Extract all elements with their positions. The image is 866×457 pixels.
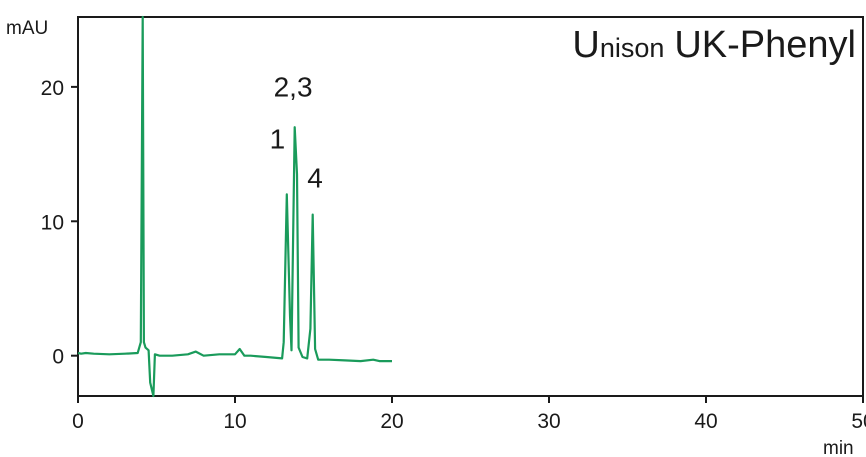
x-axis-unit-label: min xyxy=(823,438,854,457)
y-axis-unit-label: mAU xyxy=(6,18,48,39)
x-tick-label: 40 xyxy=(694,410,717,433)
peak-label: 2,3 xyxy=(274,71,313,102)
y-tick-label: 0 xyxy=(52,346,64,369)
x-tick-label: 0 xyxy=(72,410,84,433)
x-tick-label: 20 xyxy=(380,410,403,433)
y-tick-label: 20 xyxy=(41,77,64,100)
peak-label: 1 xyxy=(270,124,286,155)
peak-label: 4 xyxy=(307,163,323,194)
brand-initial: U xyxy=(572,24,599,66)
brand-logo: Unison UK-Phenyl xyxy=(572,24,856,66)
x-tick-label: 10 xyxy=(223,410,246,433)
brand-model: UK-Phenyl xyxy=(674,24,856,66)
chromatogram-trace xyxy=(77,15,392,398)
x-tick-label: 30 xyxy=(537,410,560,433)
brand-rest: nison xyxy=(600,33,665,63)
plot-frame xyxy=(77,16,864,397)
x-tick-label: 50 xyxy=(851,410,866,433)
axis-layer: 0 10 20 30 40 50 0 10 20 xyxy=(41,77,866,433)
y-tick-label: 10 xyxy=(41,211,64,234)
series-layer xyxy=(77,15,392,398)
annotation-layer: 12,34 xyxy=(270,71,323,193)
